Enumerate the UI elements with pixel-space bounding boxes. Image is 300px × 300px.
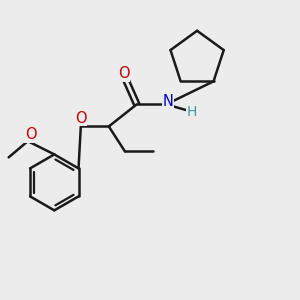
Text: N: N <box>162 94 173 109</box>
Text: O: O <box>75 111 87 126</box>
Text: O: O <box>118 66 129 81</box>
Text: H: H <box>187 105 197 119</box>
Text: O: O <box>25 127 37 142</box>
